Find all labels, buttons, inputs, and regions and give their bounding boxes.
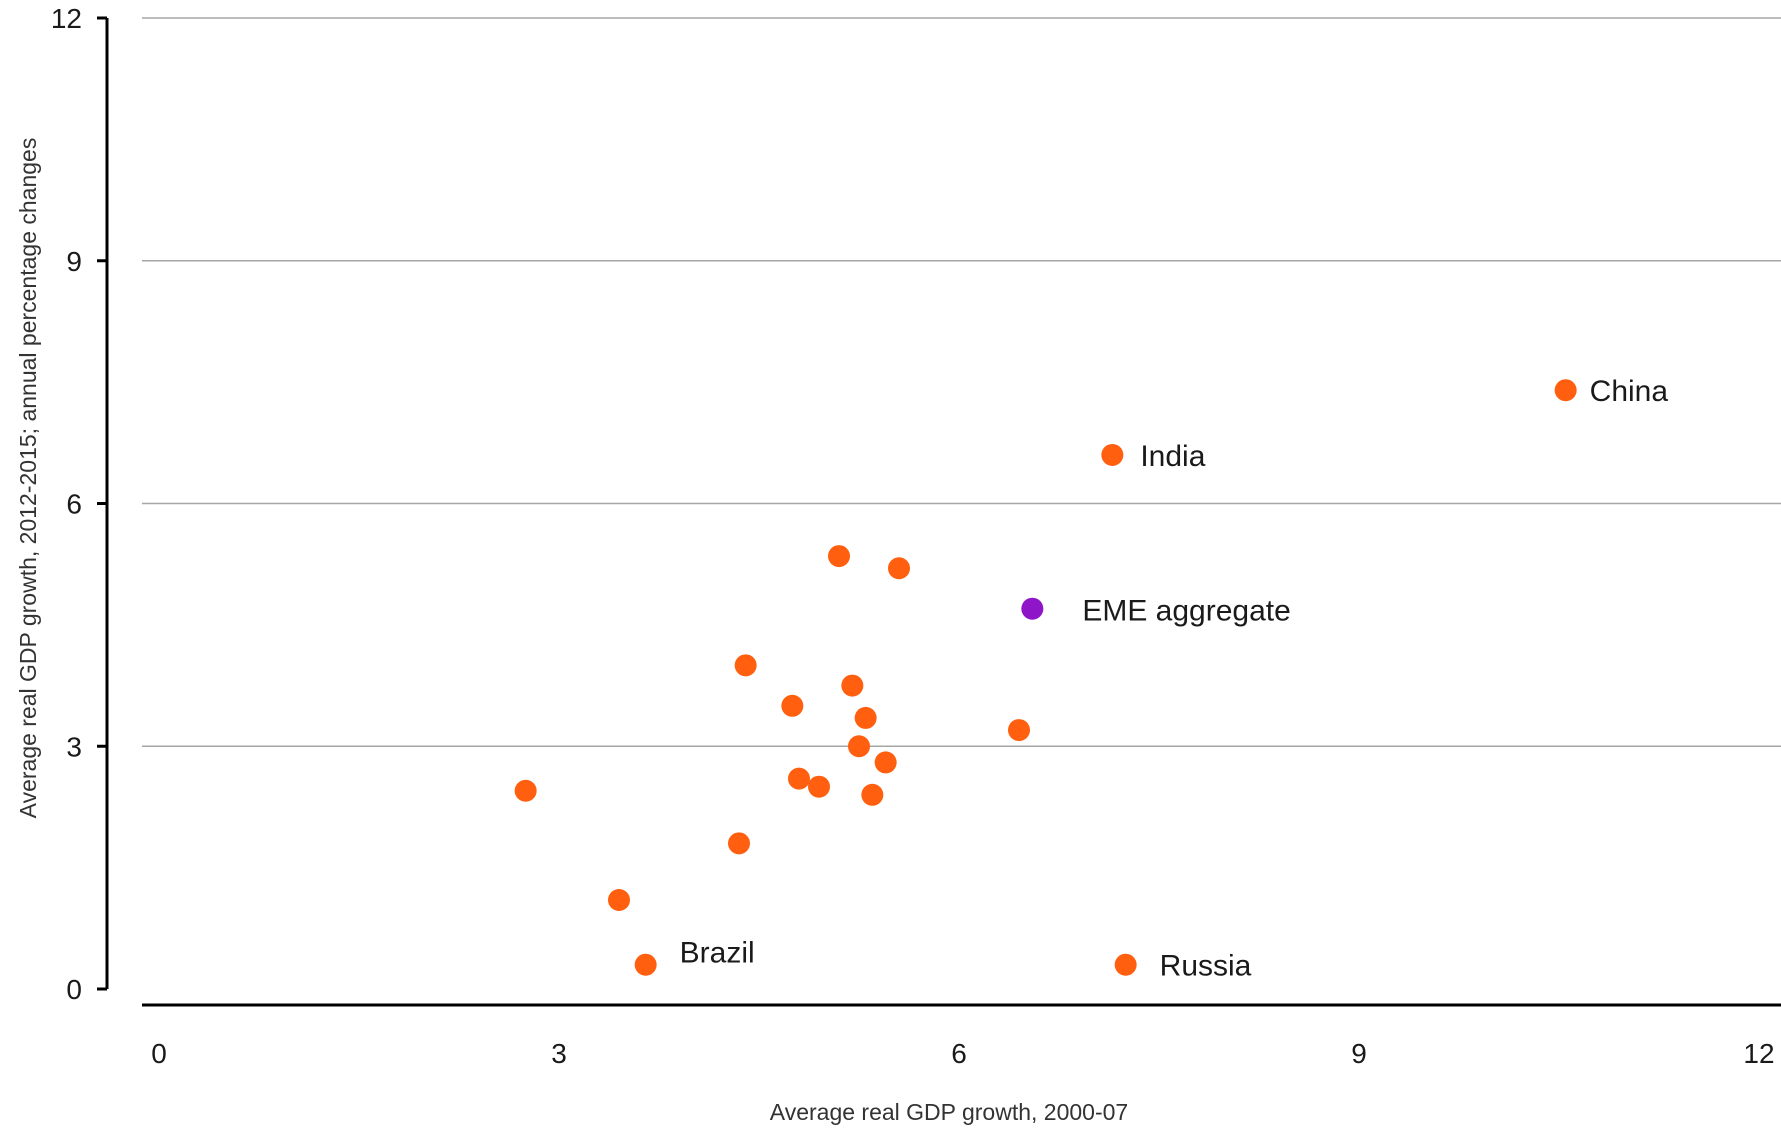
x-axis-title: Average real GDP growth, 2000-07 [770,1099,1128,1125]
country-point-brazil [634,953,657,976]
country-point-china [1554,379,1577,402]
country-point-6 [734,654,757,677]
y-tick-label-6: 6 [66,489,82,520]
y-tick-label-12: 12 [51,3,82,34]
point-label-eme-aggregate: EME aggregate [1082,595,1290,628]
country-point-15 [861,783,884,806]
country-point-10 [1008,719,1030,742]
point-labels: China India Brazil Russia EME aggregate [680,375,1669,983]
tick-labels: 0 3 6 9 12 0 3 6 9 12 [51,3,1775,1069]
country-point-8 [841,674,864,697]
point-label-india: India [1140,440,1205,473]
country-point-16 [514,779,537,802]
country-point-4 [828,545,850,568]
y-axis-title: Average real GDP growth, 2012-2015; annu… [15,138,41,819]
point-label-china: China [1590,375,1669,408]
y-tick-label-0: 0 [66,974,82,1005]
country-point-11 [848,735,870,758]
axes [97,16,1781,1007]
country-point-7 [781,694,804,717]
point-label-russia: Russia [1160,950,1252,983]
country-point-russia [1114,953,1137,976]
gridlines [142,17,1781,747]
country-point-13 [788,767,810,790]
country-point-14 [808,775,830,798]
country-point-india [1101,443,1124,466]
country-point-18 [608,888,630,911]
y-tick-label-3: 3 [66,731,82,762]
x-tick-label-12: 12 [1743,1038,1774,1069]
y-tick-label-9: 9 [66,246,82,277]
country-point-9 [854,706,877,729]
x-tick-label-3: 3 [551,1038,567,1069]
country-point-17 [728,832,750,855]
country-point-5 [888,557,910,580]
aggregate-point-eme-aggregate [1021,597,1044,620]
x-tick-label-6: 6 [951,1038,967,1069]
x-tick-label-9: 9 [1351,1038,1367,1069]
point-label-brazil: Brazil [680,937,755,970]
x-tick-label-0: 0 [151,1038,167,1069]
country-point-12 [874,751,897,774]
data-points [514,379,1577,976]
